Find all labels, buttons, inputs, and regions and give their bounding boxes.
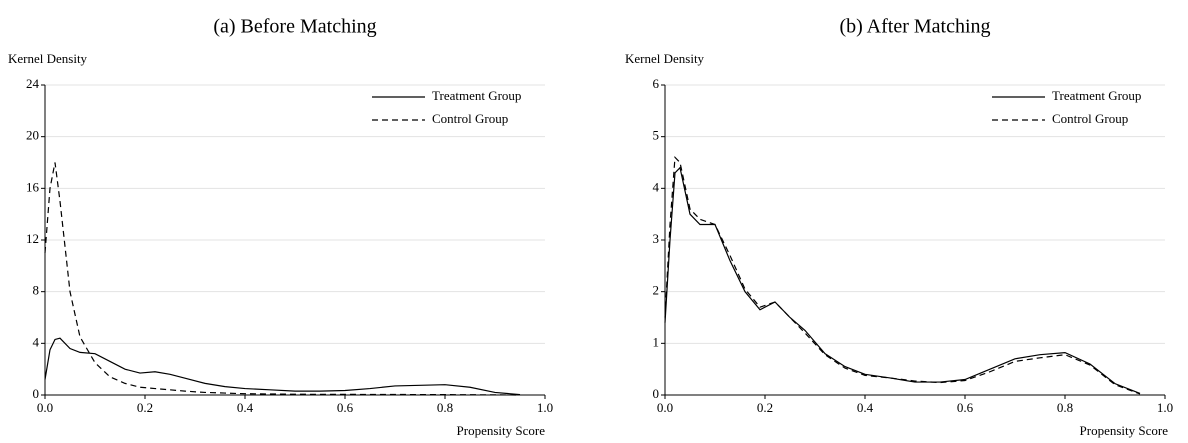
y-tick-label: 16: [26, 179, 40, 194]
y-tick-label: 0: [653, 386, 660, 401]
x-tick-label: 0.4: [237, 400, 254, 415]
y-tick-label: 1: [653, 334, 660, 349]
x-tick-label: 0.0: [657, 400, 673, 415]
x-tick-label: 0.8: [1057, 400, 1073, 415]
y-tick-label: 0: [33, 386, 40, 401]
y-tick-label: 2: [653, 283, 660, 298]
x-tick-label: 0.6: [957, 400, 974, 415]
y-tick-label: 8: [33, 283, 40, 298]
x-tick-label: 0.6: [337, 400, 354, 415]
series-line: [664, 155, 1141, 395]
legend-label: Control Group: [432, 111, 508, 126]
x-tick-label: 0.2: [137, 400, 153, 415]
legend-label: Treatment Group: [432, 88, 521, 103]
legend-label: Treatment Group: [1052, 88, 1141, 103]
chart-panel: (a) Before Matching Kernel Density Propens…: [8, 16, 553, 438]
y-axis-label: Kernel Density: [625, 51, 705, 66]
y-tick-label: 20: [26, 128, 39, 143]
y-tick-label: 4: [653, 179, 660, 194]
x-tick-label: 1.0: [537, 400, 553, 415]
x-axis-label: Propensity Score: [1080, 423, 1169, 438]
x-tick-label: 0.4: [857, 400, 874, 415]
y-axis-label: Kernel Density: [8, 51, 88, 66]
chart-title: (a) Before Matching: [213, 16, 376, 38]
y-tick-label: 5: [653, 128, 660, 143]
x-tick-label: 1.0: [1157, 400, 1173, 415]
series-line: [664, 166, 1141, 395]
y-tick-label: 4: [33, 334, 40, 349]
chart-title: (b) After Matching: [839, 16, 990, 38]
x-axis-label: Propensity Score: [457, 423, 546, 438]
series-line: [44, 337, 521, 396]
series-line: [44, 162, 521, 396]
x-tick-label: 0.2: [757, 400, 773, 415]
chart-panel: (b) After Matching Kernel Density Propensi…: [625, 16, 1173, 438]
y-tick-label: 6: [653, 76, 660, 91]
x-tick-label: 0.8: [437, 400, 453, 415]
y-tick-label: 24: [26, 76, 40, 91]
y-tick-label: 12: [26, 231, 39, 246]
legend-label: Control Group: [1052, 111, 1128, 126]
y-tick-label: 3: [653, 231, 660, 246]
x-tick-label: 0.0: [37, 400, 53, 415]
